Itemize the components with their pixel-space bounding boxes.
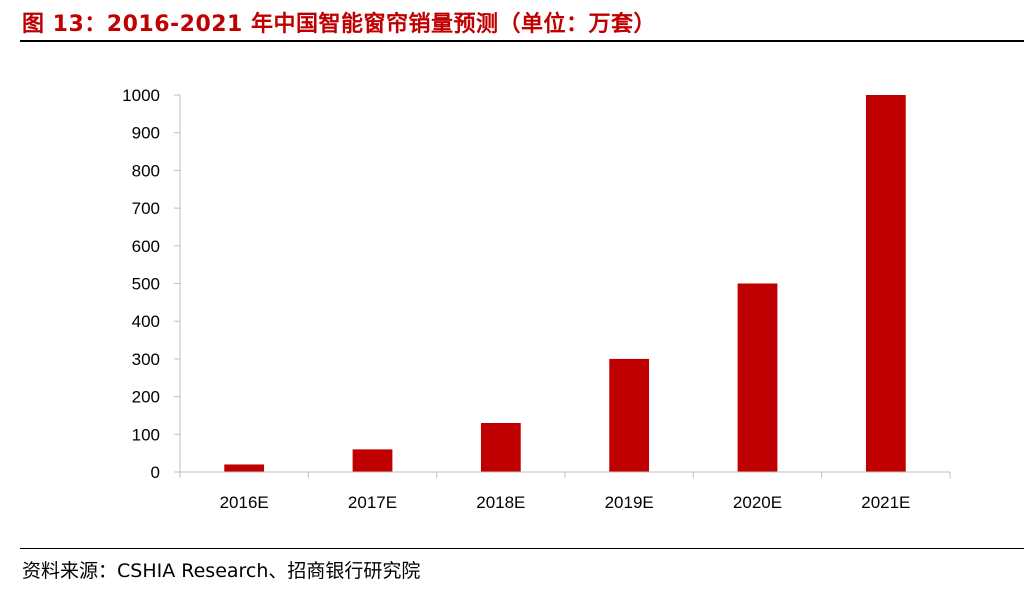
y-tick-label: 200 [132, 388, 160, 407]
bar-2017E [352, 449, 393, 472]
y-tick-label: 700 [132, 199, 160, 218]
y-tick-label: 800 [132, 161, 160, 180]
y-tick-label: 900 [132, 124, 160, 143]
bar-2018E [480, 422, 521, 472]
y-tick-label: 100 [132, 425, 160, 444]
x-tick-label: 2017E [348, 493, 397, 512]
x-tick-label: 2020E [733, 493, 782, 512]
y-axis: 0 100 200 300 400 500 600 700 800 900 1000 [122, 86, 181, 482]
x-tick-label: 2018E [476, 493, 525, 512]
y-tick-label: 600 [132, 237, 160, 256]
figure-title: 图 13：2016-2021 年中国智能窗帘销量预测（单位：万套） [22, 12, 657, 37]
title-rule [20, 40, 1024, 42]
bar-2019E [609, 358, 650, 472]
x-tick-label: 2016E [220, 493, 269, 512]
y-tick-label: 300 [132, 350, 160, 369]
bar-2021E [865, 95, 906, 472]
x-tick-label: 2021E [861, 493, 910, 512]
x-tick-label: 2019E [605, 493, 654, 512]
x-axis: 2016E 2017E 2018E 2019E 2020E 2021E [179, 471, 951, 512]
bar-2016E [224, 464, 265, 472]
source-note: 资料来源：CSHIA Research、招商银行研究院 [22, 560, 421, 582]
y-tick-label: 400 [132, 312, 160, 331]
bar-series [224, 95, 906, 472]
bar-2020E [737, 283, 778, 472]
source-rule [20, 548, 1024, 549]
y-tick-label: 1000 [122, 86, 160, 105]
y-tick-label: 0 [151, 463, 160, 482]
y-tick-label: 500 [132, 275, 160, 294]
